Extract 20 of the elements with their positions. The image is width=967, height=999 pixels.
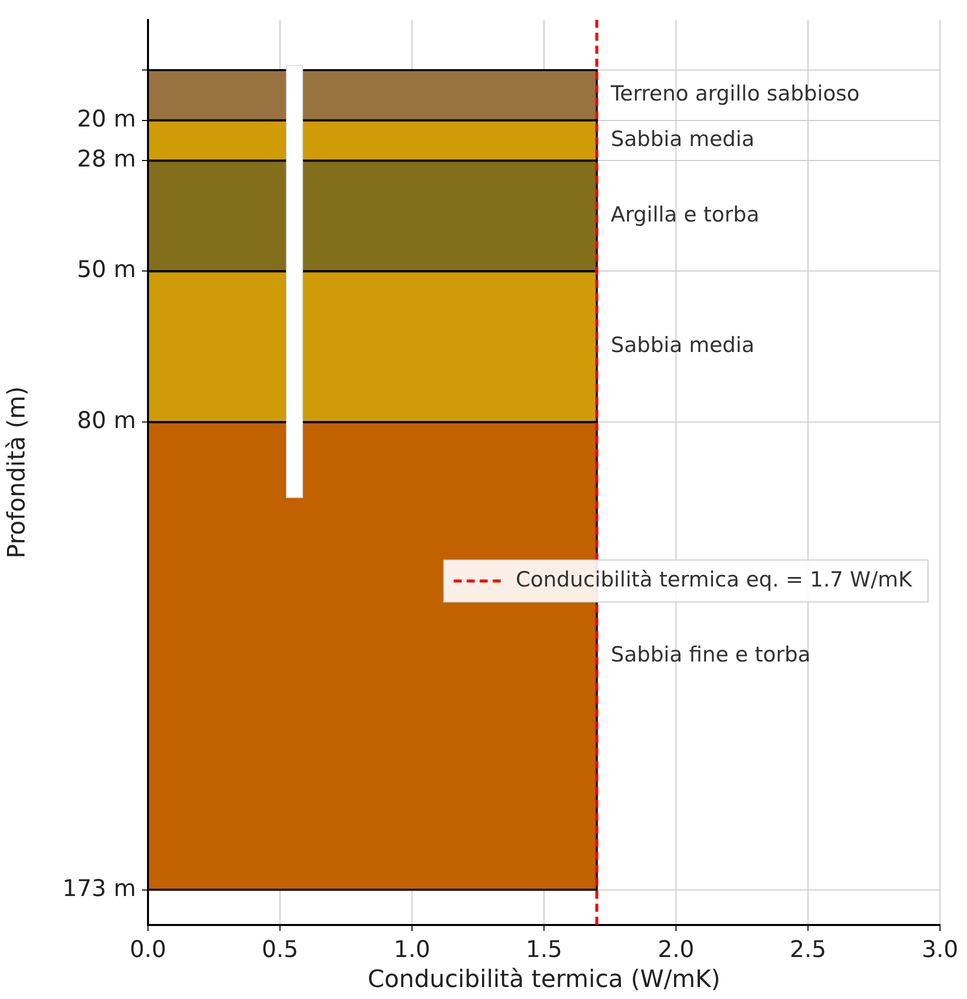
y-tick-label: 28 m xyxy=(77,146,136,173)
x-tick-label: 1.5 xyxy=(526,936,562,963)
legend-label: Conducibilità termica eq. = 1.7 W/mK xyxy=(516,567,914,592)
band-label: Sabbia media xyxy=(610,126,754,151)
x-tick-label: 0.0 xyxy=(130,936,166,963)
y-tick-label: 50 m xyxy=(77,257,136,284)
band-label: Argilla e torba xyxy=(610,202,760,226)
band-label: Sabbia media xyxy=(610,333,754,358)
y-tick-label: 20 m xyxy=(77,106,136,132)
x-tick-label: 3.0 xyxy=(922,936,958,963)
y-axis-title: Profondità (m) xyxy=(2,386,31,558)
band-label: Sabbia fine e torba xyxy=(610,642,811,666)
y-tick-label: 173 m xyxy=(62,876,136,902)
band-label: Terreno argillo sabbioso xyxy=(610,82,860,106)
y-tick-label: 80 m xyxy=(77,408,136,434)
x-axis-title: Conducibilità termica (W/mK) xyxy=(368,964,720,993)
x-tick-label: 1.0 xyxy=(394,936,430,963)
x-tick-label: 2.5 xyxy=(790,936,826,963)
x-tick-label: 0.5 xyxy=(262,936,298,963)
x-tick-label: 2.0 xyxy=(658,936,694,963)
